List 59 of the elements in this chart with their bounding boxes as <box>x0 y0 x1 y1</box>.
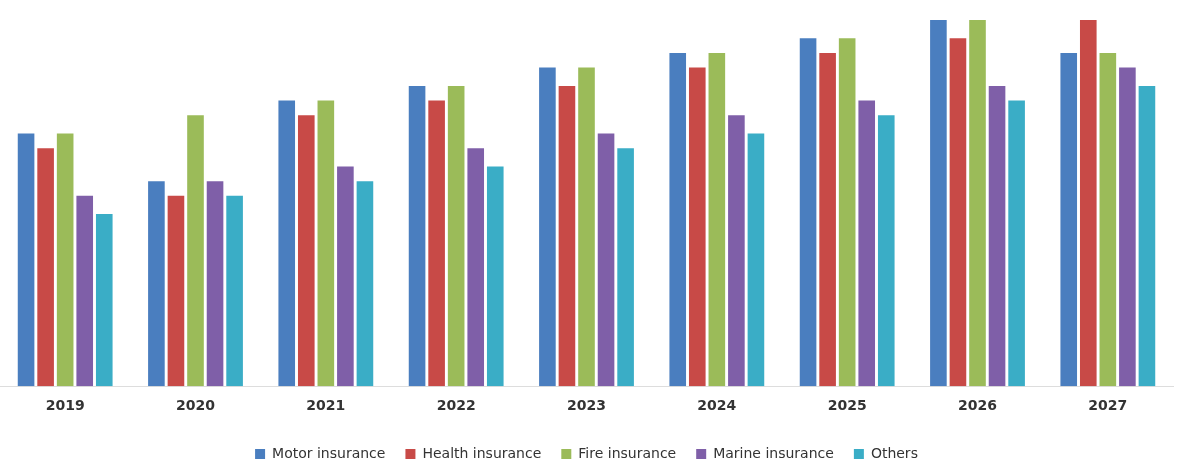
bar <box>597 133 615 387</box>
bar <box>877 115 895 387</box>
bar <box>819 52 836 387</box>
bar <box>799 38 817 387</box>
bar <box>1060 52 1078 387</box>
bar <box>558 85 576 387</box>
bar <box>539 67 556 387</box>
bar <box>578 67 595 387</box>
x-tick-label: 2024 <box>697 397 737 414</box>
bar <box>447 85 465 387</box>
x-tick-label: 2021 <box>306 397 346 414</box>
bar <box>688 67 706 387</box>
bar <box>949 38 967 387</box>
bar <box>17 133 35 387</box>
legend-label: Health insurance <box>422 444 542 461</box>
x-tick-label: 2027 <box>1088 397 1128 414</box>
x-tick-label: 2026 <box>958 397 997 414</box>
bar <box>1079 20 1097 387</box>
bar <box>467 148 485 387</box>
x-tick-label: 2022 <box>436 397 476 414</box>
bar <box>838 38 856 387</box>
bar <box>1119 67 1136 387</box>
bar <box>95 214 113 387</box>
bar <box>356 181 374 387</box>
bar <box>1099 52 1117 387</box>
bar <box>187 115 204 387</box>
bar <box>617 148 634 387</box>
bar <box>1008 100 1025 387</box>
bar <box>167 195 185 387</box>
bar <box>278 100 296 387</box>
legend-label: Others <box>870 444 918 461</box>
legend-label: Fire insurance <box>578 444 677 461</box>
bar <box>428 100 445 387</box>
legend-label: Motor insurance <box>272 444 386 461</box>
x-tick-label: 2025 <box>827 397 867 414</box>
bar <box>37 148 54 387</box>
bar <box>317 100 335 387</box>
bar <box>858 100 876 387</box>
bar <box>337 166 354 387</box>
bar <box>728 115 745 387</box>
bar <box>988 85 1006 387</box>
bar <box>669 52 687 387</box>
bar <box>408 85 426 387</box>
bar <box>297 115 315 387</box>
bar <box>708 52 726 387</box>
bar <box>76 195 94 387</box>
bar <box>226 195 243 387</box>
bar <box>930 20 947 387</box>
x-tick-label: 2020 <box>176 397 216 414</box>
bar <box>1138 85 1156 387</box>
bar <box>56 133 74 387</box>
bar <box>486 166 504 387</box>
legend-label: Marine insurance <box>713 444 834 461</box>
bar <box>206 181 224 387</box>
x-tick-label: 2019 <box>45 397 85 414</box>
bar <box>969 20 986 387</box>
bar <box>747 133 765 387</box>
x-tick-label: 2023 <box>567 397 606 414</box>
bar <box>148 181 165 387</box>
